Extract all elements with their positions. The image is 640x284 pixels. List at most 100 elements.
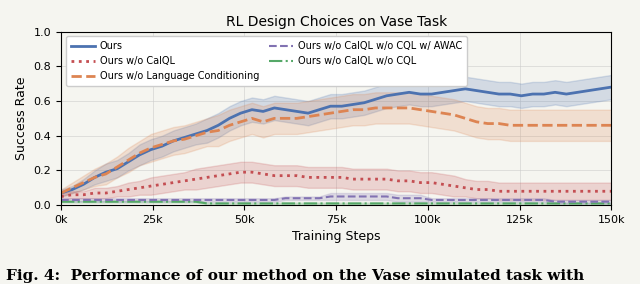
Ours (192, 132, 200, 136)
Ours w/o CalQL (383, 178, 390, 181)
Ours w/o Language Conditioning (417, 108, 424, 111)
Ours w/o CalQL w/o CQL w/ AWAC (316, 197, 323, 200)
Ours (360, 101, 368, 105)
Ours w/o CalQL w/o CQL (394, 202, 402, 205)
Ours w/o CalQL w/o CQL w/ AWAC (57, 198, 65, 202)
Ours (282, 108, 289, 111)
Ours w/o CalQL w/o CQL w/ AWAC (158, 198, 166, 202)
Ours w/o Language Conditioning (383, 106, 390, 110)
Ours w/o Language Conditioning (237, 120, 244, 124)
Ours w/o Language Conditioning (506, 124, 514, 127)
Ours w/o CalQL (113, 189, 121, 193)
Ours w/o CalQL w/o CQL w/ AWAC (282, 197, 289, 200)
Ours w/o CalQL w/o CQL w/ AWAC (293, 197, 301, 200)
Ours w/o Language Conditioning (226, 124, 234, 127)
Ours (383, 94, 390, 97)
Ours w/o CalQL (461, 186, 469, 189)
Ours w/o CalQL w/o CQL w/ AWAC (428, 198, 435, 202)
Ours w/o CalQL (248, 170, 256, 174)
Ours (473, 89, 481, 92)
Ours w/o CalQL w/o CQL w/ AWAC (596, 200, 604, 203)
Ours (450, 89, 458, 92)
Ours w/o CalQL w/o CQL w/ AWAC (607, 200, 615, 203)
Ours (495, 92, 503, 96)
Ours (237, 111, 244, 115)
Ours w/o Language Conditioning (529, 124, 536, 127)
Ours w/o Language Conditioning (563, 124, 570, 127)
Ours w/o CalQL (125, 188, 132, 191)
Ours w/o CalQL (450, 184, 458, 188)
Ours w/o CalQL (293, 174, 301, 177)
Ours w/o CalQL w/o CQL w/ AWAC (113, 198, 121, 202)
Ours w/o Language Conditioning (596, 124, 604, 127)
Ours w/o Language Conditioning (428, 110, 435, 113)
Ours w/o Language Conditioning (326, 111, 334, 115)
Line: Ours w/o CalQL w/o CQL: Ours w/o CalQL w/o CQL (61, 202, 611, 203)
Ours (158, 145, 166, 148)
Ours w/o CalQL w/o CQL w/ AWAC (473, 198, 481, 202)
Ours w/o CalQL w/o CQL (383, 202, 390, 205)
Ours w/o CalQL w/o CQL (518, 202, 525, 205)
Ours w/o Language Conditioning (79, 181, 87, 184)
Ours w/o CalQL w/o CQL w/ AWAC (203, 198, 211, 202)
Ours w/o Language Conditioning (293, 117, 301, 120)
Ours (573, 91, 581, 94)
Ours w/o CalQL w/o CQL (439, 202, 447, 205)
Ours (506, 92, 514, 96)
Ours (259, 110, 267, 113)
Ours (551, 91, 559, 94)
Ours w/o Language Conditioning (585, 124, 593, 127)
Ours w/o CalQL w/o CQL (237, 202, 244, 205)
Ours w/o CalQL w/o CQL w/ AWAC (518, 198, 525, 202)
Ours w/o Language Conditioning (360, 108, 368, 111)
Ours w/o CalQL w/o CQL (113, 200, 121, 203)
Ours w/o CalQL (271, 174, 278, 177)
Ours w/o Language Conditioning (248, 117, 256, 120)
Ours (147, 148, 155, 151)
Ours w/o CalQL (405, 179, 413, 183)
Ours w/o CalQL (484, 188, 492, 191)
Ours (563, 92, 570, 96)
Ours w/o CalQL w/o CQL (349, 202, 357, 205)
Ours (102, 170, 110, 174)
Ours w/o CalQL (79, 193, 87, 197)
Ours w/o CalQL (214, 174, 222, 177)
Ours w/o CalQL w/o CQL (473, 202, 481, 205)
Ours w/o Language Conditioning (192, 134, 200, 137)
Ours w/o CalQL w/o CQL (102, 200, 110, 203)
Ours w/o CalQL w/o CQL (338, 202, 346, 205)
Ours w/o CalQL (226, 172, 234, 176)
Ours w/o CalQL w/o CQL w/ AWAC (540, 198, 548, 202)
Ours w/o CalQL w/o CQL (180, 200, 188, 203)
Line: Ours w/o CalQL: Ours w/o CalQL (61, 172, 611, 197)
Ours w/o Language Conditioning (271, 117, 278, 120)
Ours w/o CalQL (607, 189, 615, 193)
Ours w/o CalQL (495, 189, 503, 193)
Ours w/o CalQL w/o CQL w/ AWAC (248, 198, 256, 202)
Ours w/o CalQL w/o CQL (506, 202, 514, 205)
Ours w/o CalQL (428, 181, 435, 184)
Ours w/o CalQL (57, 195, 65, 198)
Ours w/o CalQL w/o CQL (417, 202, 424, 205)
Ours w/o CalQL w/o CQL w/ AWAC (214, 198, 222, 202)
Ours w/o Language Conditioning (102, 172, 110, 176)
Ours w/o CalQL w/o CQL (125, 200, 132, 203)
Ours w/o CalQL w/o CQL w/ AWAC (405, 197, 413, 200)
Ours (57, 191, 65, 195)
Ours (529, 92, 536, 96)
Ours w/o Language Conditioning (57, 191, 65, 195)
Ours w/o Language Conditioning (450, 113, 458, 117)
Ours w/o CalQL w/o CQL w/ AWAC (237, 198, 244, 202)
Ours w/o CalQL w/o CQL (91, 200, 99, 203)
Ours w/o CalQL w/o CQL (79, 200, 87, 203)
Ours w/o CalQL (68, 193, 76, 197)
Ours w/o CalQL w/o CQL w/ AWAC (338, 195, 346, 198)
Ours w/o CalQL w/o CQL (248, 202, 256, 205)
Ours (226, 117, 234, 120)
Ours w/o CalQL w/o CQL w/ AWAC (563, 200, 570, 203)
Ours (417, 92, 424, 96)
Ours (349, 103, 357, 106)
Ours (461, 87, 469, 91)
Ours (214, 124, 222, 127)
Ours w/o CalQL w/o CQL (495, 202, 503, 205)
